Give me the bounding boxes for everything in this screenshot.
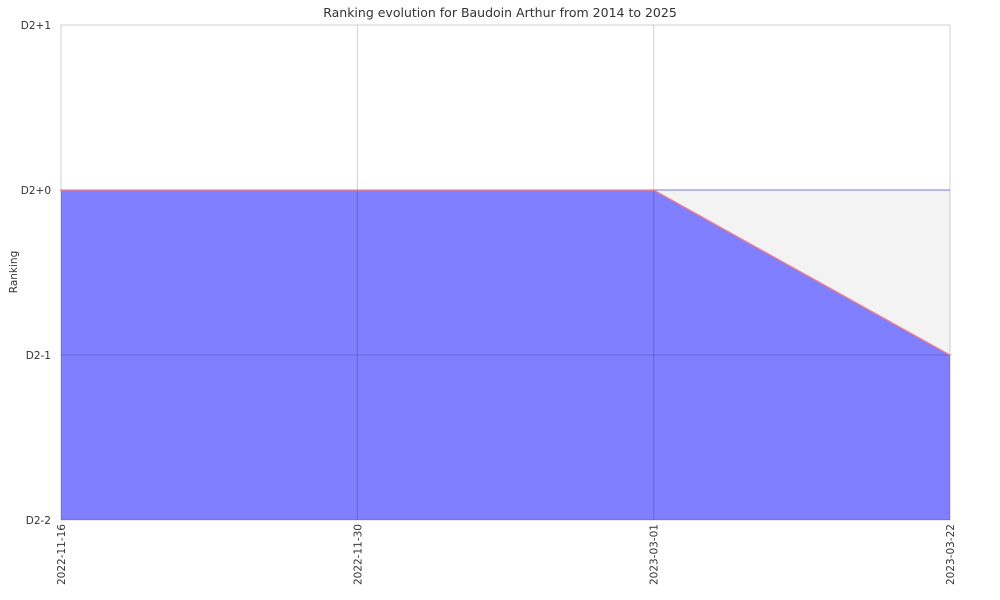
y-tick-label: D2+1 (21, 20, 51, 32)
data-point (60, 189, 62, 191)
y-axis: D2-2 D2-1 D2+0 D2+1 (21, 20, 51, 527)
upper-band-area (61, 190, 950, 355)
x-tick-label: 2022-11-16 (56, 524, 68, 585)
x-tick-label: 2023-03-22 (945, 524, 957, 585)
series-line (61, 189, 951, 356)
data-point (949, 354, 951, 356)
x-tick-label: 2022-11-30 (352, 524, 364, 585)
x-tick-label: 2023-03-01 (649, 524, 661, 585)
data-point (356, 189, 359, 191)
y-axis-label: Ranking (8, 251, 20, 293)
data-point (652, 189, 655, 191)
chart-title: Ranking evolution for Baudoin Arthur fro… (323, 5, 677, 20)
plot-area (60, 24, 951, 521)
y-tick-label: D2-2 (26, 515, 51, 527)
x-axis: 2022-11-16 2022-11-30 2023-03-01 2023-03-22 (56, 524, 957, 585)
y-tick-label: D2+0 (21, 185, 51, 197)
y-tick-label: D2-1 (26, 350, 51, 362)
series-area (61, 190, 950, 520)
